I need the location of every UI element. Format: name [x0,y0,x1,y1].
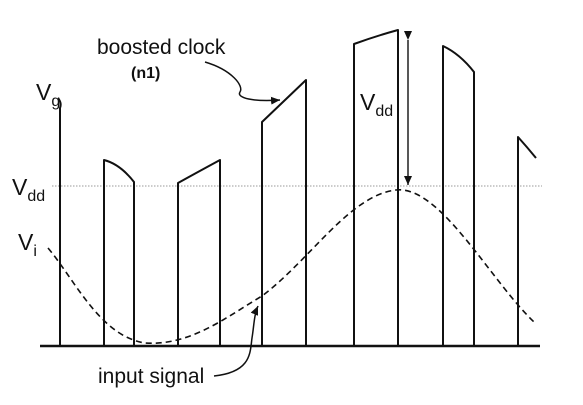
clock-pulse-1 [57,97,62,346]
clock-pulse-2 [103,159,135,346]
vi-label: Vi [18,229,37,260]
input-signal-wave [47,189,535,344]
node-n1-label: (n1) [131,65,160,82]
input-signal-callout [213,305,259,377]
clock-pulse-5 [353,29,399,346]
clock-pulse-6 [442,45,475,346]
clock-pulse-7 [517,136,537,346]
clock-pulse-4 [261,79,307,346]
vg-label: Vg [36,79,60,110]
vdd-left-label: Vdd [12,174,45,205]
boosted-clock-waveform [57,29,537,346]
vdd-amplitude-label: Vdd [360,89,393,120]
clock-pulse-3 [177,159,221,346]
boosted-clock-label: boosted clock [97,36,226,59]
boosted-clock-callout [204,61,281,105]
input-signal-label: input signal [98,365,204,388]
